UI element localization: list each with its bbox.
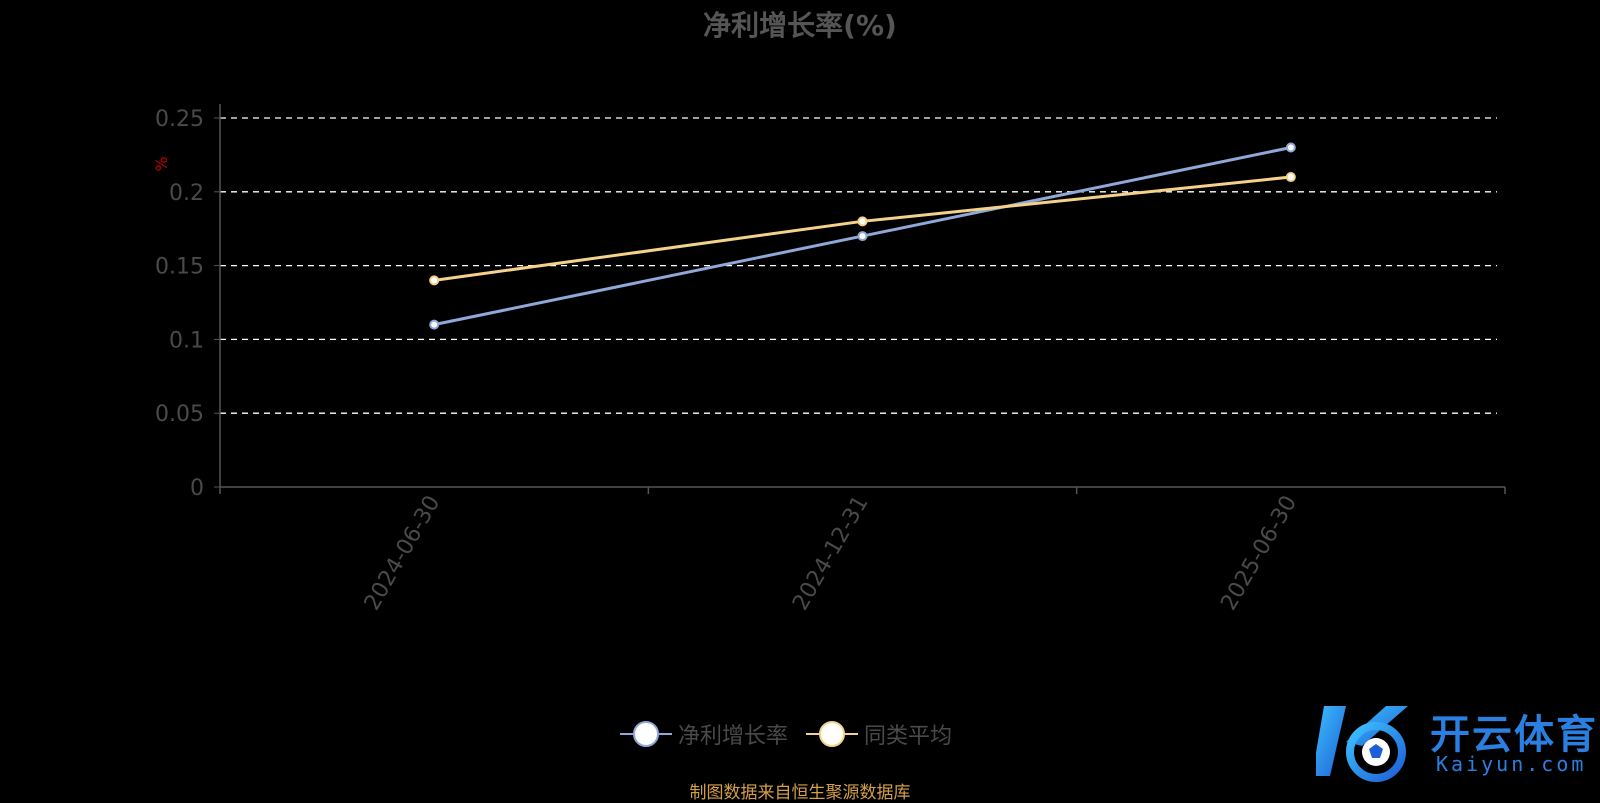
x-tick-label: 2024-12-31 xyxy=(788,492,874,615)
kaiyun-logo: 开云体育 Kaiyun.com xyxy=(1312,698,1596,784)
series-line xyxy=(433,175,1291,282)
y-tick-label: 0.1 xyxy=(169,328,204,353)
y-tick-label: 0.25 xyxy=(155,107,204,132)
grid-lines xyxy=(220,117,1497,414)
y-tick-label: 0 xyxy=(190,476,204,501)
y-tick-label: 0.2 xyxy=(169,181,204,206)
chart-plot: 0 0.05 0.1 0.15 0.2 0.25 2024-06-30 2024-12-31… xyxy=(152,104,1506,615)
legend-swatch-main xyxy=(620,720,672,748)
y-tick-label: 0.05 xyxy=(155,402,204,427)
data-point xyxy=(429,275,440,286)
data-point xyxy=(857,231,868,242)
legend: 净利增长率 同类平均 xyxy=(620,718,952,750)
y-unit-label: % xyxy=(152,156,171,171)
legend-label-avg: 同类平均 xyxy=(864,724,953,749)
legend-swatch-avg xyxy=(806,720,859,748)
x-tick-labels: 2024-06-30 2024-12-31 2025-06-30 xyxy=(360,492,1302,615)
source-note: 制图数据来自恒生聚源数据库 xyxy=(689,783,911,803)
series-lines xyxy=(429,142,1296,330)
x-tick-label: 2024-06-30 xyxy=(360,492,446,615)
kaiyun-logo-icon xyxy=(1312,706,1408,782)
chart-title: 净利增长率(%) xyxy=(703,9,897,42)
data-point xyxy=(429,319,440,330)
legend-item-main[interactable]: 净利增长率 xyxy=(620,718,788,750)
kaiyun-logo-text: 开云体育 xyxy=(1430,712,1598,758)
data-point xyxy=(857,216,868,227)
data-point xyxy=(1285,142,1296,153)
data-point xyxy=(1285,172,1296,183)
kaiyun-logo-url: Kaiyun.com xyxy=(1436,752,1587,776)
legend-item-avg[interactable]: 同类平均 xyxy=(806,718,952,750)
x-tick-label: 2025-06-30 xyxy=(1216,492,1302,615)
legend-dot-icon xyxy=(819,721,846,747)
legend-label-main: 净利增长率 xyxy=(678,724,789,749)
y-tick-labels: 0 0.05 0.1 0.15 0.2 0.25 xyxy=(155,107,204,501)
legend-dot-icon xyxy=(633,721,659,747)
y-tick-label: 0.15 xyxy=(155,255,204,280)
axes xyxy=(214,104,1506,494)
